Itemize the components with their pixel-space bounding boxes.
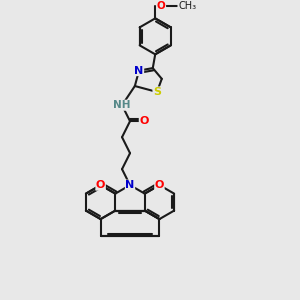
Text: NH: NH xyxy=(113,100,131,110)
Text: O: O xyxy=(96,180,105,190)
Text: O: O xyxy=(155,180,164,190)
Text: CH₃: CH₃ xyxy=(178,2,196,11)
Text: O: O xyxy=(139,116,149,126)
Text: O: O xyxy=(157,2,166,11)
Text: N: N xyxy=(134,65,144,76)
Text: S: S xyxy=(153,87,161,97)
Text: N: N xyxy=(125,180,135,190)
